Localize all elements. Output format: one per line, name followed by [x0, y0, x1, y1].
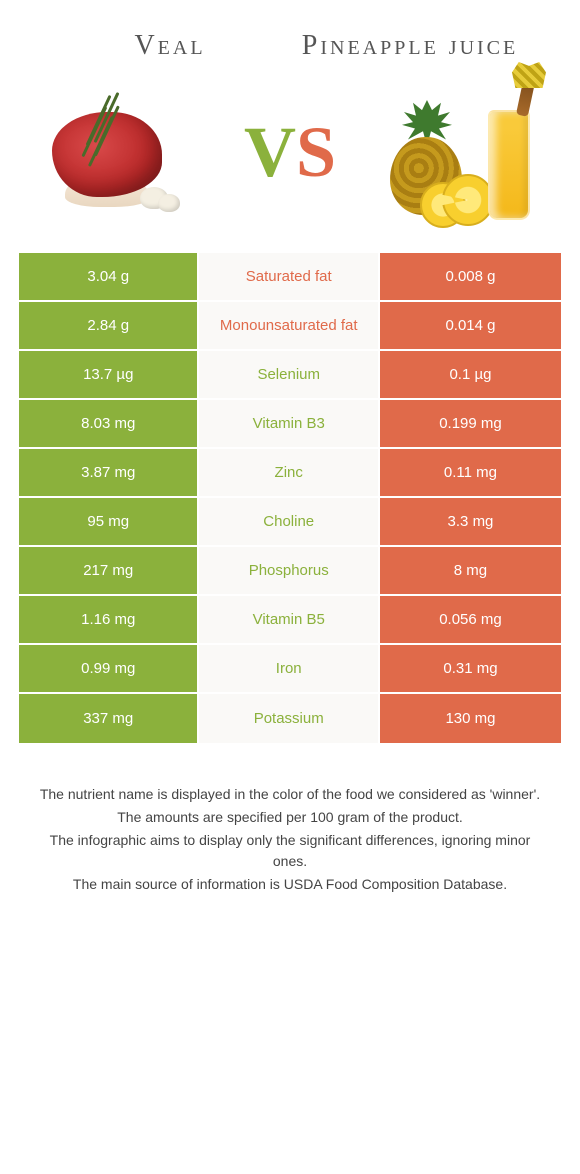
cell-left-value: 8.03 mg [19, 400, 199, 447]
cell-left-value: 337 mg [19, 694, 199, 743]
cell-left-value: 3.04 g [19, 253, 199, 300]
cell-right-value: 0.014 g [380, 302, 561, 349]
cell-nutrient-label: Potassium [199, 694, 379, 743]
cell-nutrient-label: Phosphorus [199, 547, 379, 594]
cell-nutrient-label: Choline [199, 498, 379, 545]
footer-line-3: The infographic aims to display only the… [34, 830, 546, 872]
footer-line-1: The nutrient name is displayed in the co… [34, 784, 546, 805]
cell-nutrient-label: Saturated fat [199, 253, 379, 300]
table-row: 13.7 µgSelenium0.1 µg [19, 351, 561, 400]
pineapple-juice-image [390, 82, 540, 222]
cell-left-value: 217 mg [19, 547, 199, 594]
footer-line-4: The main source of information is USDA F… [34, 874, 546, 895]
cell-right-value: 0.056 mg [380, 596, 561, 643]
cell-right-value: 0.11 mg [380, 449, 561, 496]
vs-v: V [244, 112, 296, 192]
vs-label: VS [244, 111, 336, 194]
cell-right-value: 3.3 mg [380, 498, 561, 545]
table-row: 2.84 gMonounsaturated fat0.014 g [19, 302, 561, 351]
cell-nutrient-label: Selenium [199, 351, 379, 398]
table-row: 95 mgCholine3.3 mg [19, 498, 561, 547]
table-row: 3.04 gSaturated fat0.008 g [19, 253, 561, 302]
footer-line-2: The amounts are specified per 100 gram o… [34, 807, 546, 828]
cell-right-value: 8 mg [380, 547, 561, 594]
cell-nutrient-label: Iron [199, 645, 379, 692]
table-row: 337 mgPotassium130 mg [19, 694, 561, 743]
cell-left-value: 95 mg [19, 498, 199, 545]
cell-left-value: 1.16 mg [19, 596, 199, 643]
cell-nutrient-label: Monounsaturated fat [199, 302, 379, 349]
cell-nutrient-label: Vitamin B5 [199, 596, 379, 643]
cell-right-value: 0.31 mg [380, 645, 561, 692]
cell-left-value: 3.87 mg [19, 449, 199, 496]
title-right: Pineapple juice [290, 30, 530, 62]
header: Veal Pineapple juice [0, 0, 580, 72]
cell-right-value: 0.1 µg [380, 351, 561, 398]
table-row: 0.99 mgIron0.31 mg [19, 645, 561, 694]
cell-nutrient-label: Vitamin B3 [199, 400, 379, 447]
cell-left-value: 0.99 mg [19, 645, 199, 692]
comparison-table: 3.04 gSaturated fat0.008 g2.84 gMonounsa… [18, 252, 562, 744]
cell-right-value: 0.008 g [380, 253, 561, 300]
cell-right-value: 0.199 mg [380, 400, 561, 447]
table-row: 8.03 mgVitamin B30.199 mg [19, 400, 561, 449]
table-row: 3.87 mgZinc0.11 mg [19, 449, 561, 498]
vs-s: S [296, 112, 336, 192]
cell-left-value: 2.84 g [19, 302, 199, 349]
cell-nutrient-label: Zinc [199, 449, 379, 496]
cell-left-value: 13.7 µg [19, 351, 199, 398]
table-row: 1.16 mgVitamin B50.056 mg [19, 596, 561, 645]
footer-notes: The nutrient name is displayed in the co… [0, 744, 580, 895]
cell-right-value: 130 mg [380, 694, 561, 743]
veal-image [40, 82, 190, 222]
table-row: 217 mgPhosphorus8 mg [19, 547, 561, 596]
images-row: VS [0, 72, 580, 252]
title-left: Veal [50, 30, 290, 62]
